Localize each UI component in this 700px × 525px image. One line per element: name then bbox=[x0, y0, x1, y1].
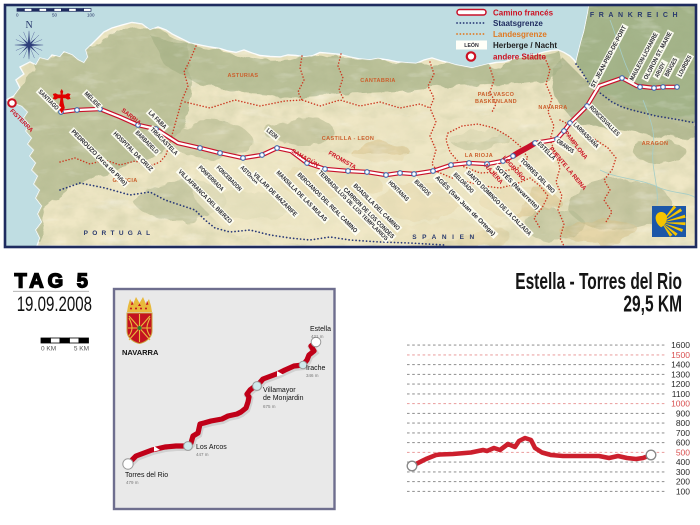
svg-text:300: 300 bbox=[676, 467, 690, 477]
svg-text:N: N bbox=[26, 20, 33, 31]
svg-text:700: 700 bbox=[676, 428, 690, 438]
svg-text:5 KM: 5 KM bbox=[74, 346, 89, 353]
svg-text:1200: 1200 bbox=[671, 379, 690, 389]
svg-text:1400: 1400 bbox=[671, 360, 690, 370]
svg-text:PAIS VASCO: PAIS VASCO bbox=[478, 92, 515, 98]
svg-text:Irache: Irache bbox=[306, 365, 326, 372]
svg-text:479 m: 479 m bbox=[126, 480, 139, 485]
svg-text:Villamayor: Villamayor bbox=[263, 387, 296, 394]
svg-text:NAVARRA: NAVARRA bbox=[538, 105, 567, 111]
svg-text:Camino francés: Camino francés bbox=[493, 8, 554, 17]
svg-text:447 m: 447 m bbox=[196, 452, 209, 457]
svg-text:400: 400 bbox=[676, 457, 690, 467]
svg-text:29,5 KM: 29,5 KM bbox=[623, 291, 682, 317]
svg-text:1100: 1100 bbox=[672, 389, 691, 399]
svg-text:0: 0 bbox=[16, 13, 19, 18]
svg-text:FRANKREICH: FRANKREICH bbox=[590, 12, 682, 19]
svg-text:CANTABRIA: CANTABRIA bbox=[360, 78, 395, 84]
svg-text:0 KM: 0 KM bbox=[41, 346, 56, 353]
svg-text:Estella - Torres del Rio: Estella - Torres del Rio bbox=[515, 269, 682, 295]
svg-text:500: 500 bbox=[676, 447, 690, 457]
svg-text:Staatsgrenze: Staatsgrenze bbox=[493, 19, 543, 28]
svg-text:421 m: 421 m bbox=[311, 334, 324, 339]
svg-text:200: 200 bbox=[676, 477, 690, 487]
svg-text:1300: 1300 bbox=[671, 369, 690, 379]
svg-text:675 m: 675 m bbox=[263, 404, 276, 409]
svg-text:CASTILLA - LEON: CASTILLA - LEON bbox=[322, 136, 374, 142]
svg-text:TAG 5: TAG 5 bbox=[15, 271, 92, 293]
svg-text:800: 800 bbox=[676, 418, 690, 428]
svg-text:PORTUGAL: PORTUGAL bbox=[84, 230, 155, 237]
svg-text:BASKENLAND: BASKENLAND bbox=[475, 99, 517, 105]
svg-text:SPANIEN: SPANIEN bbox=[412, 234, 480, 241]
svg-text:LA RIOJA: LA RIOJA bbox=[465, 153, 493, 159]
svg-text:ARAGON: ARAGON bbox=[642, 141, 669, 147]
svg-text:Herberge / Nacht: Herberge / Nacht bbox=[493, 41, 557, 50]
svg-text:1600: 1600 bbox=[671, 340, 690, 350]
svg-text:19.09.2008: 19.09.2008 bbox=[17, 291, 92, 315]
svg-text:Landesgrenze: Landesgrenze bbox=[493, 30, 547, 39]
svg-text:Estella: Estella bbox=[310, 326, 331, 333]
svg-text:346 m: 346 m bbox=[306, 373, 319, 378]
svg-text:de Monjardin: de Monjardin bbox=[263, 395, 304, 402]
svg-text:100: 100 bbox=[87, 13, 95, 18]
svg-text:100: 100 bbox=[676, 486, 690, 496]
svg-text:ASTURIAS: ASTURIAS bbox=[228, 73, 259, 79]
svg-text:900: 900 bbox=[676, 408, 690, 418]
svg-text:Los Arcos: Los Arcos bbox=[196, 444, 227, 451]
svg-text:1000: 1000 bbox=[671, 399, 690, 409]
svg-text:Torres del Rio: Torres del Rio bbox=[125, 472, 168, 479]
svg-text:NAVARRA: NAVARRA bbox=[122, 348, 159, 357]
svg-text:1500: 1500 bbox=[671, 350, 690, 360]
svg-text:LEÓN: LEÓN bbox=[464, 41, 479, 49]
svg-text:600: 600 bbox=[676, 438, 690, 448]
svg-text:50: 50 bbox=[52, 13, 58, 18]
svg-text:andere Städte: andere Städte bbox=[493, 52, 546, 61]
